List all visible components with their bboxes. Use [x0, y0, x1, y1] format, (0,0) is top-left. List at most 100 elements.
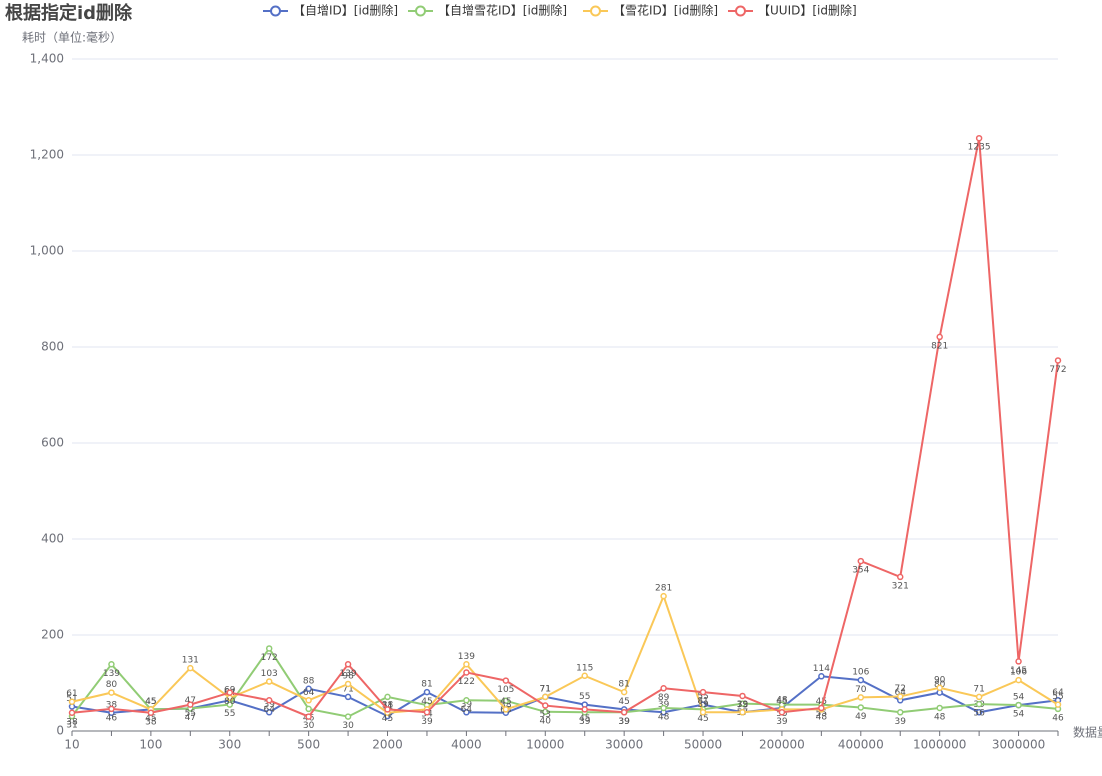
point: [896, 693, 904, 700]
point: [620, 709, 628, 716]
point: [975, 693, 983, 701]
data-label: 39: [697, 700, 709, 710]
data-label: 64: [303, 688, 315, 698]
point: [857, 704, 865, 711]
y-tick-label: 1,400: [30, 52, 64, 66]
data-label: 38: [106, 700, 118, 710]
data-label: 88: [303, 676, 315, 686]
data-label: 64: [461, 705, 473, 715]
data-label: 30: [303, 721, 315, 731]
data-label: 39: [618, 717, 630, 727]
data-label: 90: [934, 675, 946, 685]
data-label: 39: [263, 700, 275, 710]
data-label: 55: [224, 709, 235, 719]
data-label: 38: [382, 700, 394, 710]
chart-title: 根据指定id删除: [5, 2, 133, 24]
data-label: 64: [895, 688, 907, 698]
data-label: 40: [540, 716, 552, 726]
data-label: 1235: [968, 143, 991, 153]
data-label: 45: [579, 714, 590, 724]
point: [818, 704, 825, 712]
data-label: 45: [421, 697, 432, 707]
point: [699, 709, 707, 716]
point: [936, 684, 943, 692]
point: [226, 701, 234, 708]
data-label: 106: [852, 668, 869, 678]
point: [739, 709, 746, 716]
point: [344, 693, 352, 701]
data-label: 122: [458, 677, 475, 687]
data-label: 45: [776, 697, 787, 707]
data-label: 45: [816, 697, 827, 707]
data-label: 71: [973, 684, 984, 694]
point: [975, 709, 983, 716]
data-label: 73: [737, 700, 748, 710]
point: [502, 706, 510, 713]
series-line: [71, 646, 1059, 718]
point: [463, 697, 470, 704]
point: [344, 680, 352, 688]
x-tick-label: 100: [139, 738, 162, 752]
point: [384, 706, 391, 713]
x-tick-label: 30000: [605, 738, 643, 752]
data-label: 71: [540, 684, 551, 694]
data-label: 80: [106, 680, 118, 690]
legend-label: 【UUID】[id删除]: [758, 3, 857, 18]
x-tick-label: 200000: [759, 738, 805, 752]
point: [187, 664, 194, 672]
data-label: 45: [145, 714, 156, 724]
data-label: 49: [855, 712, 867, 722]
point: [265, 697, 273, 704]
point: [68, 709, 76, 717]
data-label: 39: [618, 717, 630, 727]
point: [620, 688, 628, 696]
data-label: 64: [263, 705, 275, 715]
y-tick-label: 600: [41, 436, 64, 450]
data-label: 81: [421, 680, 432, 690]
data-label: 45: [145, 697, 156, 707]
point: [265, 709, 273, 716]
point: [1054, 357, 1062, 364]
legend-label: 【雪花ID】[id删除]: [613, 3, 718, 18]
data-label: 39: [776, 717, 788, 727]
x-tick-label: 3000000: [992, 738, 1045, 752]
x-tick-label: 10: [64, 738, 79, 752]
point: [108, 689, 115, 696]
data-label: 821: [931, 341, 948, 351]
point: [344, 713, 352, 720]
data-label: 98: [342, 671, 354, 681]
data-label: 39: [579, 717, 591, 727]
data-label: 139: [103, 669, 120, 679]
data-label: 72: [895, 684, 906, 694]
point: [108, 705, 115, 713]
data-label: 45: [697, 714, 708, 724]
data-label: 71: [540, 684, 551, 694]
data-label: 131: [182, 656, 199, 666]
legend-label: 【自增ID】[id删除]: [293, 3, 398, 18]
data-label: 53: [540, 710, 551, 720]
y-tick-label: 800: [41, 340, 64, 354]
data-label: 46: [1052, 713, 1064, 723]
y-tick-label: 0: [56, 724, 64, 738]
data-label: 114: [813, 664, 830, 674]
data-label: 38: [145, 717, 157, 727]
data-label: 55: [579, 692, 590, 702]
point: [857, 694, 865, 701]
point: [502, 697, 510, 705]
point: [305, 685, 312, 693]
data-label: 56: [973, 709, 985, 719]
point: [857, 557, 865, 565]
data-label: 81: [618, 680, 629, 690]
point: [463, 709, 470, 716]
point: [778, 709, 786, 716]
x-tick-label: 300: [218, 738, 241, 752]
data-label: 47: [185, 696, 196, 706]
data-label: 105: [497, 685, 514, 695]
point: [502, 677, 510, 684]
point: [660, 704, 667, 712]
data-label: 55: [697, 692, 708, 702]
series-line: [71, 138, 1059, 718]
data-label: 39: [461, 700, 473, 710]
data-label: 354: [852, 566, 869, 576]
